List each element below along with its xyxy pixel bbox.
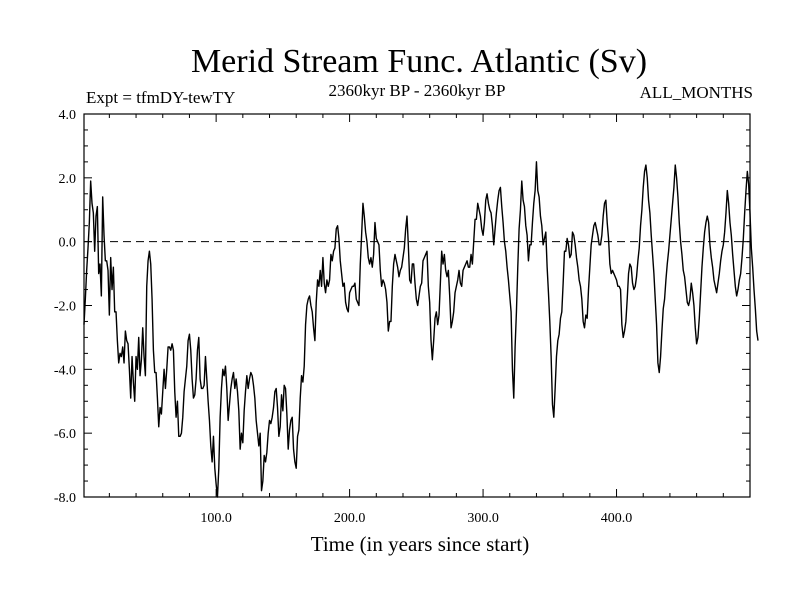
y-tick-label: -8.0 — [54, 491, 76, 506]
series-line — [83, 161, 759, 498]
y-tick-label: 4.0 — [59, 108, 77, 123]
x-axis: 100.0 200.0 300.0 400.0 — [108, 114, 724, 526]
x-axis-label: Time (in years since start) — [311, 532, 530, 556]
y-axis: -8.0 -6.0 -4.0 -2.0 0.0 2.0 4.0 — [54, 108, 750, 506]
y-tick-label: -6.0 — [54, 427, 76, 442]
experiment-label: Expt = tfmDY-tewTY — [86, 88, 235, 107]
y-tick-label: 2.0 — [59, 172, 77, 187]
y-tick-label: -2.0 — [54, 300, 76, 315]
x-tick-label: 300.0 — [467, 511, 499, 526]
chart-title: Merid Stream Func. Atlantic (Sv) — [191, 43, 647, 80]
y-tick-label: -4.0 — [54, 363, 76, 378]
x-tick-label: 200.0 — [334, 511, 366, 526]
months-label: ALL_MONTHS — [640, 83, 753, 102]
period-label: 2360kyr BP - 2360kyr BP — [329, 81, 506, 100]
x-tick-label: 400.0 — [601, 511, 633, 526]
y-tick-label: 0.0 — [59, 236, 77, 251]
x-tick-label: 100.0 — [200, 511, 232, 526]
